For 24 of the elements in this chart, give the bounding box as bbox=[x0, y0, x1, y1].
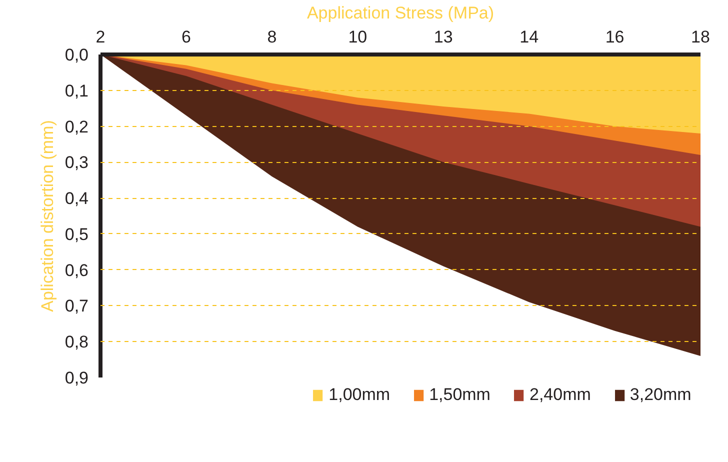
y-tick-label: 0,9 bbox=[64, 368, 89, 388]
y-tick-label: 0,1 bbox=[64, 81, 89, 100]
legend-label: 1,00mm bbox=[328, 385, 390, 405]
y-axis-title: Aplication distortion (mm) bbox=[38, 120, 57, 312]
legend-label: 2,40mm bbox=[529, 385, 591, 405]
x-tick-label: 16 bbox=[605, 28, 624, 46]
x-tick-label: 18 bbox=[691, 28, 710, 46]
legend-label: 1,50mm bbox=[429, 385, 490, 405]
y-tick-label: 0,8 bbox=[64, 332, 89, 352]
x-axis-title: Application Stress (MPa) bbox=[306, 4, 494, 22]
legend-label: 3,20mm bbox=[630, 385, 692, 405]
y-tick-label: 0,2 bbox=[64, 117, 89, 136]
y-tick-label: 0,6 bbox=[64, 260, 89, 280]
y-tick-label: 0,5 bbox=[64, 224, 89, 244]
x-tick-label: 13 bbox=[434, 28, 453, 46]
x-tick-label: 8 bbox=[267, 28, 277, 46]
y-tick-label: 0,3 bbox=[64, 153, 89, 172]
x-tick-label: 14 bbox=[520, 28, 539, 46]
x-tick-label: 2 bbox=[96, 28, 106, 46]
y-tick-label: 0,4 bbox=[64, 189, 89, 208]
x-tick-label: 10 bbox=[348, 28, 368, 46]
y-tick-label: 0,0 bbox=[64, 46, 89, 64]
y-tick-label: 0,7 bbox=[64, 296, 89, 316]
x-tick-label: 6 bbox=[181, 28, 191, 46]
